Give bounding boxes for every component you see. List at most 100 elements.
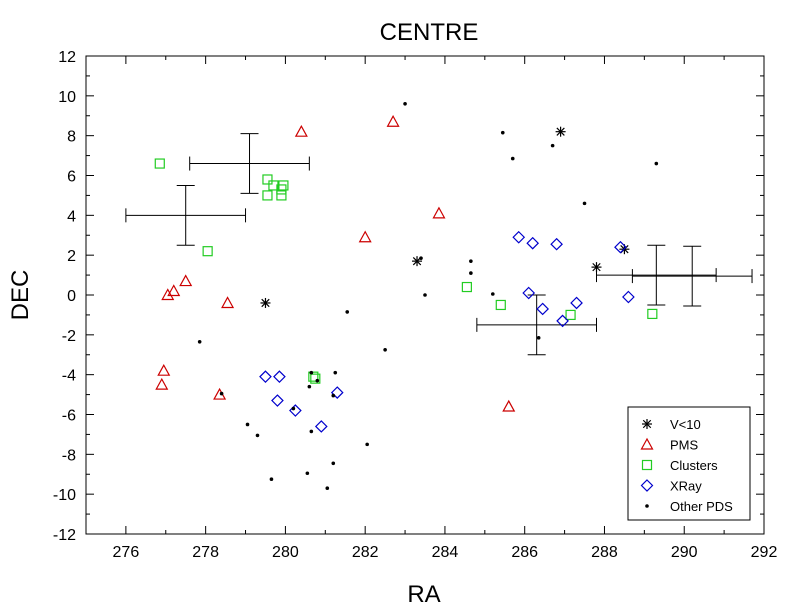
xray-point	[289, 404, 302, 417]
y-tick-label: 2	[67, 248, 76, 265]
other-pds-point	[315, 378, 320, 383]
clusters-point	[262, 174, 273, 185]
pms-point	[157, 363, 171, 376]
clusters-point	[278, 180, 289, 191]
y-tick-label: -8	[62, 447, 76, 464]
xray-point	[536, 302, 550, 316]
chart-title: CENTRE	[380, 19, 479, 46]
x-tick-label: 282	[352, 544, 379, 561]
clusters-point	[647, 308, 658, 320]
other-pds-point	[469, 271, 473, 275]
other-pds-point	[550, 143, 555, 148]
clusters-point	[262, 190, 273, 201]
other-pds-point	[269, 477, 274, 482]
other-pds-point	[491, 292, 495, 296]
x-tick-label: 290	[671, 544, 698, 561]
y-tick-label: -12	[53, 527, 76, 544]
other-pds-point	[469, 259, 473, 263]
other-pds-point	[309, 429, 314, 434]
y-tick-label: -10	[53, 487, 76, 504]
y-tick-label: 10	[58, 89, 76, 106]
other-pds-point	[365, 442, 369, 447]
legend-marker-v-10	[642, 419, 652, 429]
legend-label-clusters: Clusters	[670, 458, 718, 473]
other-pds-point	[419, 256, 423, 260]
x-tick-label: 278	[192, 544, 219, 561]
v-10-point	[412, 256, 423, 267]
pms-point	[358, 230, 372, 243]
y-tick-label: 0	[67, 288, 76, 305]
pms-point	[386, 114, 400, 127]
y-tick-label: 8	[67, 129, 76, 146]
y-tick-label: 6	[67, 169, 76, 186]
clusters-point	[310, 373, 321, 384]
x-axis-label: RA	[407, 581, 440, 607]
y-tick-label: -4	[62, 368, 76, 385]
y-tick-label: 12	[58, 49, 76, 66]
x-tick-label: 288	[591, 544, 618, 561]
axis-ticks: 276 278 280 282 284 286 288 290 292-12-10-8-6-4-…	[53, 49, 778, 561]
xray-point	[512, 230, 526, 244]
xray-point	[550, 237, 563, 251]
pms-point	[294, 124, 308, 137]
other-pds-point	[331, 461, 336, 466]
error-bar	[476, 294, 597, 356]
clusters-point	[202, 246, 213, 257]
legend-label-xray: XRay	[670, 479, 702, 494]
pms-point	[502, 399, 516, 412]
xray-point	[556, 314, 569, 328]
x-tick-label: 292	[751, 544, 778, 561]
xray-point	[259, 370, 272, 384]
clusters-point	[276, 190, 287, 201]
other-pds-point	[654, 161, 659, 166]
clusters-point	[308, 371, 319, 382]
other-pds-point	[305, 471, 310, 476]
y-tick-label: -2	[62, 328, 76, 345]
legend-marker-clusters	[641, 459, 653, 471]
legend: V<10 PMS Clusters XRay Other PDS	[627, 406, 751, 521]
other-pds-point	[536, 336, 541, 340]
xray-point	[271, 394, 284, 407]
other-pds-point	[307, 384, 312, 389]
clusters-point	[565, 309, 576, 321]
other-pds-point	[331, 393, 336, 398]
xray-point	[570, 296, 583, 310]
pms-point	[179, 274, 193, 287]
other-pds-point	[197, 340, 202, 344]
other-pds-point	[383, 347, 387, 352]
xray-point	[314, 420, 328, 433]
other-pds-point	[423, 293, 427, 297]
error-bar	[595, 244, 717, 306]
legend-marker-xray	[640, 479, 654, 492]
v-10-point	[591, 262, 602, 273]
y-axis-label: DEC	[7, 270, 34, 321]
error-bars	[125, 133, 753, 356]
other-pds-point	[291, 406, 296, 411]
clusters-point	[495, 299, 506, 311]
error-bar	[631, 245, 753, 307]
y-tick-label: 4	[67, 208, 76, 225]
xray-point	[522, 286, 536, 300]
other-pds-point	[255, 433, 260, 438]
legend-label-v-10: V<10	[670, 417, 701, 432]
other-pds-point	[403, 102, 407, 106]
x-tick-label: 284	[432, 544, 459, 561]
xray-point	[622, 290, 635, 304]
other-pds-point	[582, 201, 587, 206]
other-pds-point	[345, 310, 350, 314]
v-10-point	[260, 297, 271, 308]
error-bar	[125, 184, 247, 246]
xray-point	[526, 236, 540, 250]
pms-point	[167, 284, 181, 297]
x-tick-label: 286	[511, 544, 538, 561]
pms-point	[221, 296, 235, 309]
other-pds-point	[333, 370, 338, 375]
v-10-point	[555, 126, 566, 137]
pms-point	[161, 288, 175, 301]
xray-point	[330, 386, 344, 399]
clusters-point	[461, 281, 472, 293]
x-tick-label: 276	[113, 544, 140, 561]
other-pds-point	[219, 391, 224, 396]
other-pds-point	[245, 422, 250, 427]
